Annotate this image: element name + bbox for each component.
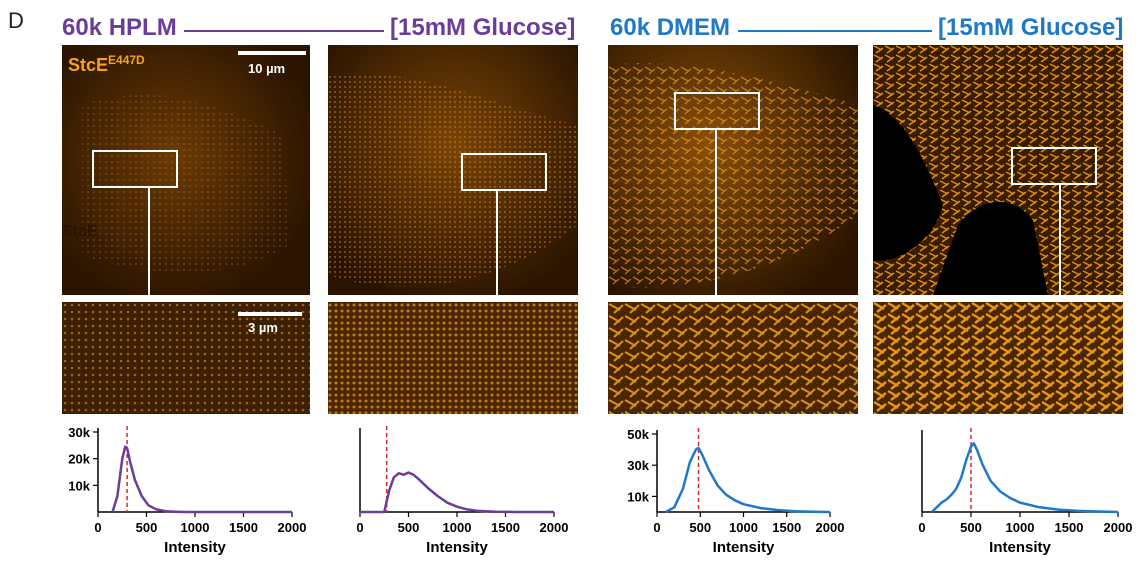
scale-bar-10um-label: 10 µm [248, 61, 286, 76]
group-bracket-hplm [184, 30, 384, 32]
x-tick-label: 0 [356, 520, 363, 535]
group-glucose-dmem: [15mM Glucose] [938, 14, 1124, 41]
micrograph-dmem-1 [608, 45, 858, 295]
zoom-inset-hplm-1: 3 µm [62, 302, 310, 414]
roi-box [461, 153, 547, 191]
y-tick-label: 30k [68, 425, 90, 440]
y-tick-label: 10k [68, 478, 90, 493]
x-tick-label: 1000 [443, 520, 472, 535]
scale-bar-3um-label: 3 µm [248, 320, 278, 335]
zoom-texture [608, 302, 858, 414]
micrograph-dmem-2 [873, 45, 1123, 295]
y-tick-label: 30k [627, 458, 649, 473]
x-tick-label: 2000 [1104, 520, 1133, 535]
histogram-hplm-2: 0 500 1000 1500 2000 Intensity [356, 426, 569, 556]
x-tick-label: 0 [653, 520, 660, 535]
histogram-dmem-1: 0 500 1000 1500 2000 10k 30k 50k Intensity [627, 427, 845, 556]
y-tick-label: 50k [627, 427, 649, 442]
group-bracket-dmem [738, 30, 932, 32]
zoom-inset-hplm-2 [328, 302, 578, 414]
roi-connector [715, 130, 717, 295]
x-tick-label: 1500 [772, 520, 801, 535]
x-tick-label: 500 [136, 520, 158, 535]
x-tick-label: 0 [918, 520, 925, 535]
group-title-dmem: 60k DMEM [610, 14, 731, 41]
x-axis-label: Intensity [989, 539, 1051, 556]
micrograph-texture [608, 45, 858, 295]
x-tick-label: 1000 [729, 520, 758, 535]
micrograph-hplm-1: StcEE447D StcE 10 µm [62, 45, 310, 295]
x-tick-label: 2000 [816, 520, 845, 535]
x-tick-label: 1500 [1055, 520, 1084, 535]
histogram-curve [665, 446, 831, 514]
x-tick-label: 500 [689, 520, 711, 535]
x-tick-label: 1000 [181, 520, 210, 535]
group-title-hplm: 60k HPLM [62, 14, 177, 41]
histogram-curve [360, 471, 554, 514]
y-tick-label: 20k [68, 452, 90, 467]
scale-bar-3um [238, 312, 302, 316]
x-tick-label: 0 [94, 520, 101, 535]
x-tick-label: 2000 [540, 520, 569, 535]
y-tick-label: 10k [627, 489, 649, 504]
micrograph-texture [873, 45, 1123, 295]
x-tick-label: 1000 [1006, 520, 1035, 535]
x-tick-label: 2000 [278, 520, 307, 535]
micrograph-hplm-2 [328, 45, 578, 295]
histogram-hplm-1: 0 500 1000 1500 2000 10k 20k 30k Intensity [68, 425, 307, 556]
zoom-texture [873, 302, 1123, 414]
histogram-dmem-2: 0 500 1000 1500 2000 Intensity [918, 428, 1133, 556]
zoom-texture [328, 302, 578, 414]
zoom-texture [62, 302, 310, 414]
x-axis-label: Intensity [713, 539, 775, 556]
roi-connector [496, 191, 498, 295]
roi-box [674, 92, 760, 130]
zoom-inset-dmem-2 [873, 302, 1123, 414]
x-tick-label: 500 [398, 520, 420, 535]
x-tick-label: 500 [960, 520, 982, 535]
x-axis-label: Intensity [164, 539, 226, 556]
zoom-inset-dmem-1 [608, 302, 858, 414]
stain-label: StcEE447D [68, 53, 145, 75]
stain-ghost-label: StcE [62, 223, 98, 240]
panel-letter: D [8, 8, 24, 33]
micrograph-texture [328, 45, 578, 295]
histogram-curve [930, 442, 1119, 514]
scale-bar-10um [238, 51, 306, 55]
group-glucose-hplm: [15mM Glucose] [390, 14, 576, 41]
x-tick-label: 1500 [229, 520, 258, 535]
roi-box [1011, 147, 1097, 185]
x-tick-label: 1500 [491, 520, 520, 535]
roi-connector [148, 188, 150, 295]
roi-box [92, 150, 178, 188]
roi-connector [1059, 185, 1061, 295]
micrograph-texture [62, 45, 310, 295]
histogram-curve [111, 445, 292, 514]
x-axis-label: Intensity [426, 539, 488, 556]
